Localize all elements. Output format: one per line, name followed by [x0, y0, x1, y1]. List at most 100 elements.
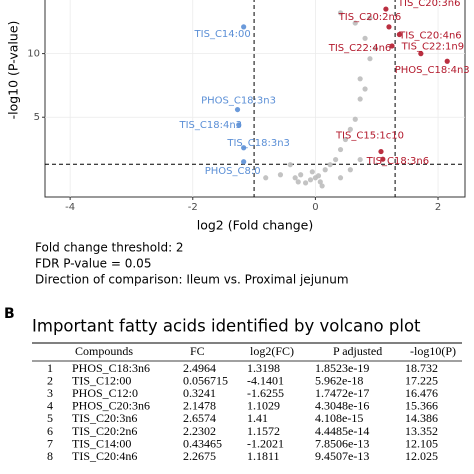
table-cell: 1: [47, 361, 53, 375]
column-header: Compounds: [75, 344, 133, 358]
table-cell: 7.8506e-13: [315, 436, 369, 450]
point: [396, 31, 402, 38]
note: FDR P-value = 0.05: [35, 257, 151, 271]
table-cell: 0.056715: [183, 373, 228, 387]
table: Compounds FC log2(FC) P adjusted -log10(P) 1 P…: [47, 344, 456, 463]
point: [352, 20, 358, 26]
point: [418, 51, 424, 57]
point: [327, 162, 333, 168]
point-label: TIS_C22:4n6: [328, 43, 392, 54]
table-cell: 4.108e-15: [315, 411, 363, 425]
point: [298, 172, 304, 178]
point: [287, 162, 293, 168]
table-cell: -4.1401: [247, 373, 284, 387]
table-cell: 14.386: [405, 411, 438, 425]
table-cell: 2.1478: [183, 399, 216, 413]
point: [337, 10, 344, 16]
point: [389, 43, 395, 49]
point: [337, 146, 344, 153]
column-header: P adjusted: [333, 344, 382, 358]
x-axis-label: log2 (Fold change): [197, 218, 314, 233]
point: [337, 175, 344, 181]
point-labels: TIS_C20:3n6TIS_C20:2n6TIS_C20:4n6TIS_C22…: [178, 0, 469, 177]
note: Direction of comparison: Ileum vs. Proxi…: [35, 273, 349, 287]
point: [277, 172, 284, 178]
table-cell: 5.962e-18: [315, 373, 363, 387]
point: [362, 86, 368, 92]
table-cell: TIS_C12:00: [72, 373, 131, 387]
point: [315, 173, 322, 179]
point: [352, 116, 358, 122]
table-cell: PHOS_C20:3n6: [72, 399, 150, 413]
point: [302, 180, 309, 186]
point: [372, 45, 379, 52]
table-cell: TIS_C20:2n6: [72, 424, 137, 438]
x-tick-label: 2: [435, 202, 441, 213]
table-cell: 4.3048e-16: [315, 399, 369, 413]
point: [386, 24, 392, 30]
point: [317, 179, 323, 185]
table-cell: TIS_C20:3n6: [72, 411, 137, 425]
table-cell: 4: [47, 399, 53, 413]
point: [347, 167, 353, 173]
table-cell: 9.4507e-13: [315, 449, 369, 463]
point: [333, 156, 339, 163]
table-cell: 1.8523e-19: [315, 361, 369, 375]
table-cell: 12.105: [405, 436, 438, 450]
table-cell: 1.3198: [247, 361, 280, 375]
column-header: -log10(P): [410, 344, 456, 358]
point-label: TIS_C20:2n6: [338, 12, 402, 23]
y-axis-label: -log10 (P-value): [6, 21, 21, 120]
point: [236, 122, 242, 128]
table-cell: 2.2302: [183, 424, 216, 438]
point: [309, 169, 315, 175]
point: [367, 15, 373, 21]
table-cell: 5: [47, 411, 53, 425]
table-cell: -1.6255: [247, 386, 284, 400]
point-label: PHOS_C8:0: [205, 166, 261, 177]
point: [295, 179, 301, 185]
table-cell: 17.225: [405, 373, 438, 387]
table-cell: TIS_C20:4n6: [72, 449, 137, 463]
point: [263, 175, 269, 181]
table-cell: 12.025: [405, 449, 438, 463]
point: [380, 156, 386, 162]
table-cell: 15.366: [405, 399, 438, 413]
point-label: TIS_C15:1c10: [335, 131, 404, 142]
point-label: TIS_C18:3n3: [226, 138, 290, 149]
point: [342, 136, 349, 143]
column-header: FC: [190, 344, 205, 358]
point: [241, 24, 247, 30]
table-cell: 1.1811: [247, 449, 280, 463]
table-cell: 1.7472e-17: [315, 386, 369, 400]
point: [347, 126, 353, 132]
table-cell: 2: [47, 373, 53, 387]
point: [241, 145, 247, 151]
point: [292, 175, 298, 181]
table-cell: 13.352: [405, 424, 438, 438]
point: [378, 148, 384, 155]
table-cell: 7: [47, 436, 53, 450]
point: [444, 58, 450, 64]
point: [383, 6, 389, 12]
point: [367, 56, 373, 62]
point-label: TIS_C20:3n6: [397, 0, 461, 9]
point: [307, 177, 314, 183]
x-tick-label: -4: [65, 202, 75, 213]
table-cell: 2.2675: [183, 449, 216, 463]
table-cell: -1.2021: [247, 436, 284, 450]
table-cell: 6: [47, 424, 53, 438]
y-tick-label: 10: [27, 49, 40, 60]
point: [241, 159, 247, 165]
point: [234, 106, 241, 113]
table-cell: 8: [47, 449, 53, 463]
table-cell: 3: [47, 386, 53, 400]
table-title: Important fatty acids identified by volc…: [32, 317, 421, 336]
point: [357, 76, 363, 82]
point: [357, 156, 363, 163]
point: [322, 167, 328, 173]
table-cell: 2.4964: [183, 361, 216, 375]
point-label: TIS_C18:4n3: [178, 120, 242, 131]
